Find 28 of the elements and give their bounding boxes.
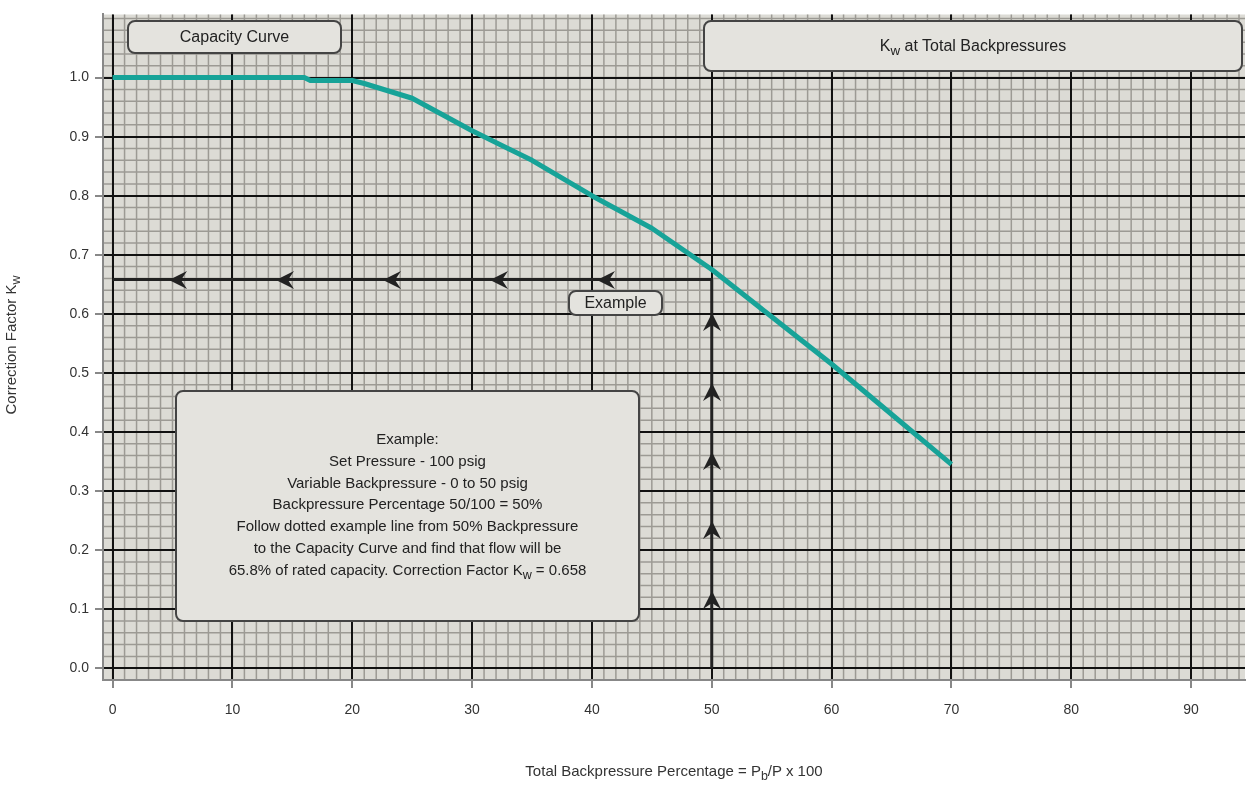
- x-tick-label: 10: [224, 701, 241, 718]
- y-tick-label: 1.0: [69, 68, 90, 85]
- x-axis-title: Total Backpressure Percentage = P$_{b}$/P x 100: [525, 761, 823, 783]
- y-tick-label: 0.1: [69, 599, 90, 616]
- x-tick-label: 50: [703, 701, 720, 718]
- x-tick-label: 60: [823, 701, 840, 718]
- y-tick-label: 0.2: [69, 540, 90, 557]
- annotation: Capacity Curve: [179, 27, 290, 48]
- x-tick-label: 30: [464, 701, 481, 718]
- y-tick-label: 0.5: [69, 363, 90, 380]
- note-box: Capacity Curve: [127, 20, 342, 54]
- y-tick-label: 0.6: [69, 304, 90, 321]
- x-tick-label: 70: [943, 701, 960, 718]
- note-box: Example: [568, 290, 663, 316]
- y-tick-label: 0.9: [69, 127, 90, 144]
- y-tick-label: 0.8: [69, 186, 90, 203]
- x-tick-label: 40: [584, 701, 600, 718]
- y-tick-label: 0.0: [69, 659, 90, 676]
- x-tick-label: 0: [108, 701, 117, 718]
- x-tick-label: 80: [1063, 701, 1080, 718]
- y-tick-label: 0.7: [69, 245, 90, 262]
- y-tick-label: 0.3: [69, 481, 90, 498]
- x-tick-label: 20: [344, 701, 361, 718]
- title-box: K$_{w}$ at Total Backpressures: [703, 20, 1243, 72]
- x-tick-label: 90: [1183, 701, 1200, 718]
- annotation: Example: [584, 293, 647, 314]
- note-box: Example: Set Pressure - 100 psig Variable Backpressure - 0 to 50 psig Backpressure Percentage 50/100 = 50% Follow dotted example line from 50% Backpressure to the Capacity Curve and find that flow will be 65.8% of rated capacity. Correction Factor K$_{w}$ = 0.658: [175, 390, 640, 622]
- y-tick-label: 0.4: [69, 422, 90, 439]
